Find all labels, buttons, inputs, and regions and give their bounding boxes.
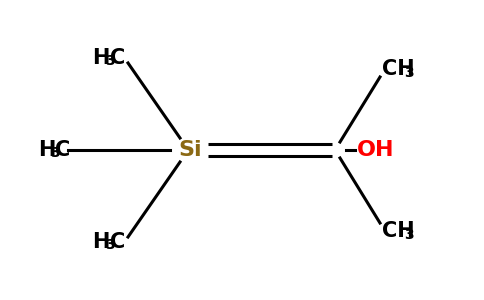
Text: 3: 3 [404, 228, 414, 242]
Text: CH: CH [382, 221, 415, 241]
Text: 3: 3 [106, 238, 115, 252]
Text: Si: Si [178, 140, 202, 160]
Text: C: C [55, 140, 70, 160]
Text: 3: 3 [106, 54, 115, 68]
Text: OH: OH [357, 140, 394, 160]
Text: C: C [110, 48, 125, 68]
Text: 3: 3 [404, 66, 414, 80]
Text: H: H [38, 140, 55, 160]
Text: 3: 3 [50, 146, 60, 160]
Text: H: H [92, 48, 110, 68]
Text: C: C [110, 232, 125, 252]
Text: CH: CH [382, 59, 415, 79]
Text: H: H [92, 232, 110, 252]
